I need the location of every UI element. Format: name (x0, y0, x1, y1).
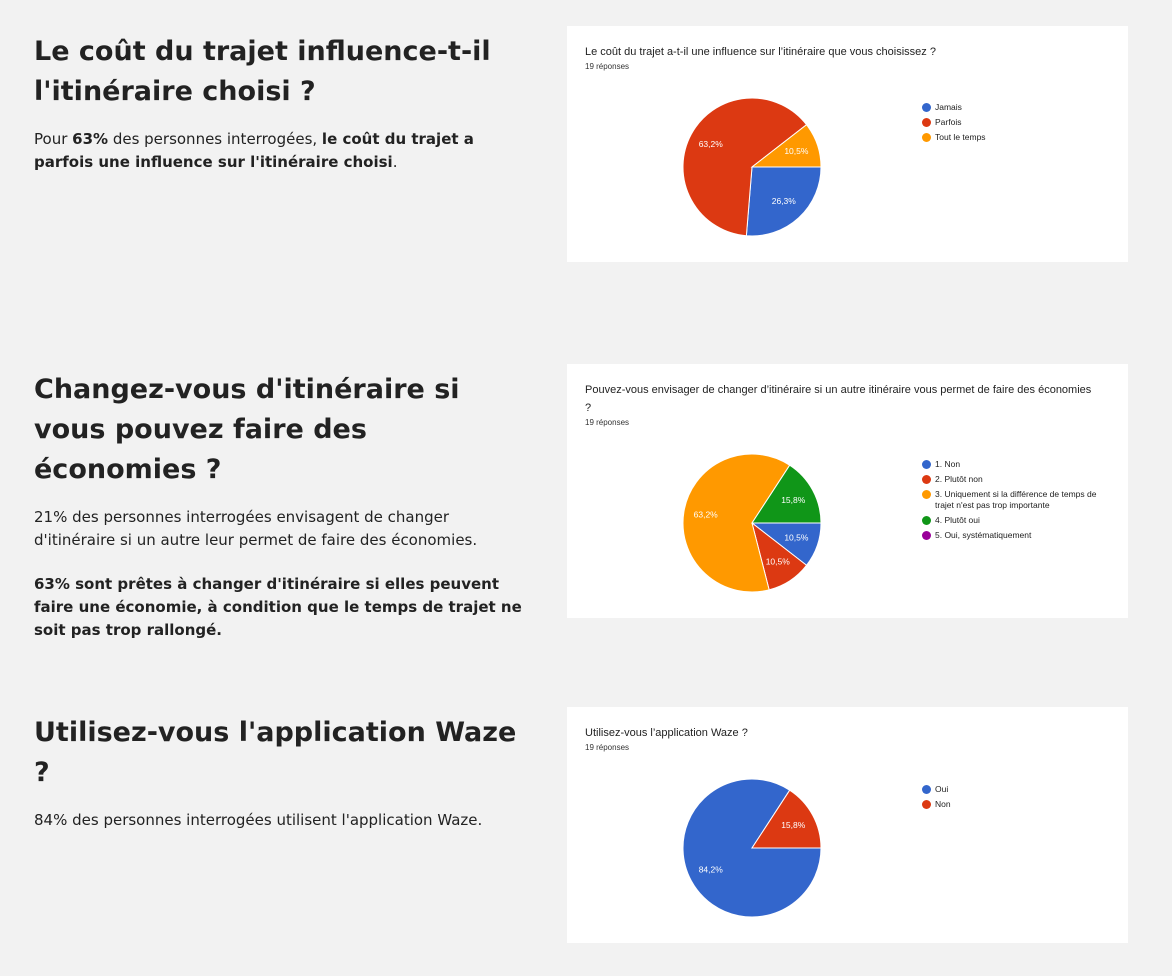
chart-subtitle: 19 réponses (585, 418, 630, 427)
legend-swatch (922, 103, 931, 112)
legend-swatch (922, 118, 931, 127)
legend-swatch (922, 133, 931, 142)
legend-swatch (922, 460, 931, 469)
legend-label: 3. Uniquement si la différence de temps … (935, 489, 1097, 510)
text-run: 21% des personnes interrogées envisagent… (34, 508, 478, 549)
pie-slice (751, 789, 822, 849)
chart-title: Le coût du trajet a-t-il une influence s… (585, 46, 936, 58)
pie-chart: 84,2% 15,8% (682, 778, 822, 918)
paragraph: Pour 63% des personnes interrogées, le c… (34, 128, 524, 174)
legend-item: 1. Non (922, 459, 1112, 470)
legend-label: Tout le temps (935, 132, 986, 142)
pie-slice (682, 778, 822, 918)
chart-header: Utilisez-vous l’application Waze ? 19 rép… (585, 724, 1095, 754)
slice-label: 15,8% (781, 820, 806, 830)
section: Changez-vous d'itinéraire si vous pouvez… (34, 364, 524, 642)
legend-item: Jamais (922, 102, 1112, 113)
pie-chart: 26,3% 63,2% 10,5% (682, 97, 822, 237)
chart-card: 10,5% 10,5% 63,2% 15,8% 1. Non 2. Plutôt non 3… (567, 364, 1128, 618)
chart-title: Utilisez-vous l’application Waze ? (585, 727, 748, 739)
legend-item: Non (922, 799, 1112, 810)
paragraph: 21% des personnes interrogées envisagent… (34, 506, 524, 552)
legend-label: 4. Plutôt oui (935, 515, 980, 525)
paragraph: 84% des personnes interrogées utilisent … (34, 809, 524, 832)
slice-label: 10,5% (784, 146, 809, 156)
section-heading: Utilisez-vous l'application Waze ? (34, 717, 517, 788)
chart-title: Pouvez-vous envisager de changer d’itiné… (585, 384, 1092, 414)
slice-label: 26,3% (772, 196, 797, 206)
legend-item: Tout le temps (922, 132, 1112, 143)
section-heading: Le coût du trajet influence-t-il l'itiné… (34, 36, 491, 107)
text-run: 63% sont prêtes à changer d'itinéraire s… (34, 575, 522, 639)
legend-label: 1. Non (935, 459, 961, 469)
legend-item: 3. Uniquement si la différence de temps … (922, 489, 1112, 511)
legend-label: 2. Plutôt non (935, 474, 983, 484)
legend-label: Oui (935, 784, 949, 794)
legend-swatch (922, 475, 931, 484)
legend-label: 5. Oui, systématiquement (935, 530, 1032, 540)
text-run: . (392, 153, 398, 171)
legend: Jamais Parfois Tout le temps (922, 102, 1112, 147)
pie-slice (682, 97, 808, 237)
text-run: 84% des personnes interrogées utilisent … (34, 811, 483, 829)
legend-label: Jamais (935, 102, 962, 112)
chart-header: Pouvez-vous envisager de changer d’itiné… (585, 381, 1095, 429)
legend-swatch (922, 531, 931, 540)
legend-item: Parfois (922, 117, 1112, 128)
slice-label: 15,8% (781, 495, 806, 505)
slice-label: 63,2% (694, 510, 719, 520)
pie-slice (750, 124, 822, 168)
legend-item: 2. Plutôt non (922, 474, 1112, 485)
legend: 1. Non 2. Plutôt non 3. Uniquement si la d… (922, 459, 1112, 545)
section-heading: Changez-vous d'itinéraire si vous pouvez… (34, 374, 460, 485)
legend-swatch (922, 785, 931, 794)
text-run: des personnes interrogées, (108, 130, 322, 148)
slice-label: 10,5% (784, 532, 809, 542)
section: Le coût du trajet influence-t-il l'itiné… (34, 26, 524, 174)
legend-swatch (922, 490, 931, 499)
legend-label: Parfois (935, 117, 962, 127)
chart-card: 26,3% 63,2% 10,5% Jamais Parfois Tout le temp… (567, 26, 1128, 262)
chart-subtitle: 19 réponses (585, 62, 630, 71)
pie-slice (745, 166, 822, 237)
text-run: le coût du trajet a parfois une influenc… (34, 130, 474, 171)
section: Utilisez-vous l'application Waze ? 84% de… (34, 707, 524, 832)
chart-header: Le coût du trajet a-t-il une influence s… (585, 43, 1095, 73)
slice-label: 84,2% (699, 865, 724, 875)
text-run: Pour (34, 130, 73, 148)
pie-slice (751, 464, 822, 524)
slice-label: 10,5% (766, 556, 791, 566)
pie-chart: 10,5% 10,5% 63,2% 15,8% (682, 453, 822, 593)
pie-slice (682, 453, 791, 593)
slice-label: 63,2% (699, 139, 724, 149)
chart-card: 84,2% 15,8% Oui Non Utilisez-vous l’applicat… (567, 707, 1128, 943)
legend-item: 5. Oui, systématiquement (922, 530, 1112, 541)
legend-item: 4. Plutôt oui (922, 515, 1112, 526)
legend: Oui Non (922, 784, 1112, 814)
chart-subtitle: 19 réponses (585, 743, 630, 752)
legend-swatch (922, 800, 931, 809)
legend-swatch (922, 516, 931, 525)
text-run: 63% (72, 130, 109, 148)
legend-item: Oui (922, 784, 1112, 795)
legend-label: Non (935, 799, 951, 809)
paragraph: 63% sont prêtes à changer d'itinéraire s… (34, 573, 524, 642)
